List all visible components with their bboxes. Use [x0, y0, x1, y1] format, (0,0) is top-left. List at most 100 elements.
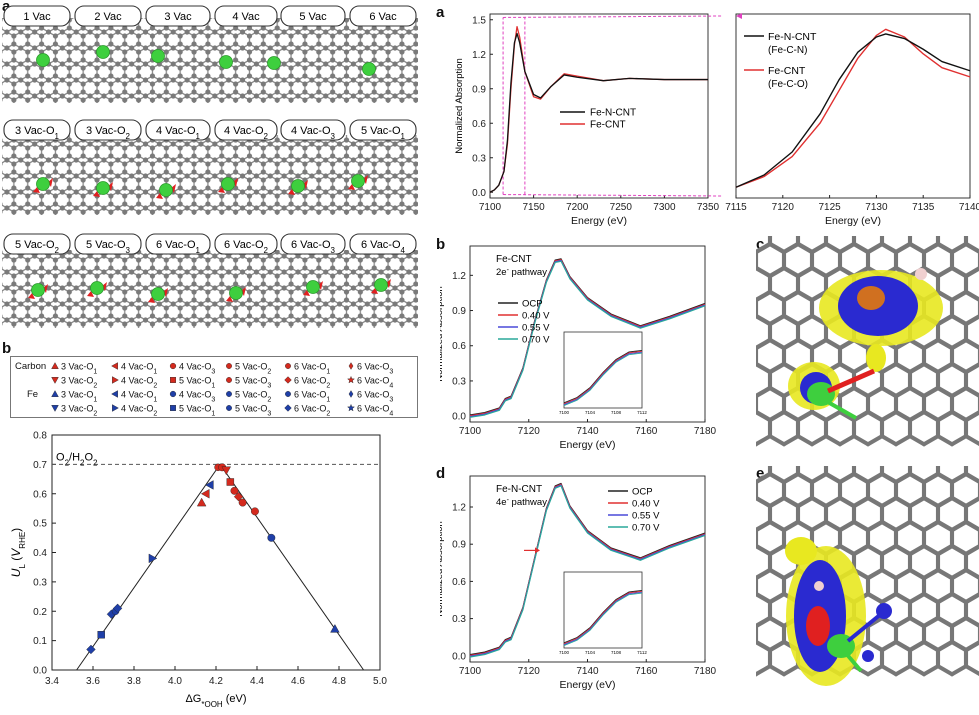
- marker: [51, 405, 59, 412]
- marker: [221, 466, 231, 476]
- inset-series: [563, 590, 643, 645]
- fe-atom: [221, 177, 235, 191]
- x-tick-label: 7125: [818, 202, 841, 213]
- marker: [169, 390, 177, 398]
- legend-entry: 6 Vac-O2: [294, 404, 330, 418]
- hydrogen-atom: [814, 581, 824, 591]
- zoom-connector: [503, 194, 722, 197]
- oxygen-atom: [318, 281, 323, 290]
- y-tick-label: 0.9: [452, 306, 466, 317]
- legend-label: Fe-N-CNT: [590, 108, 636, 119]
- legend-entry: 5 Vac-O3: [235, 404, 271, 418]
- oxygen-atom: [348, 184, 355, 190]
- charge-density-render-e: [756, 466, 979, 686]
- oxygen-atom: [48, 178, 53, 187]
- legend-entry: 3 Vac-O2: [61, 404, 97, 418]
- x-tick-label: 7100: [459, 666, 482, 677]
- x-tick-label: 4.6: [291, 676, 305, 687]
- legend-entry: 4 Vac-O2: [121, 404, 157, 418]
- structure-label: 3 Vac: [164, 11, 192, 23]
- fe-atom: [151, 49, 165, 63]
- structure-label-pill: [214, 5, 278, 27]
- charge-lobe: [785, 537, 817, 565]
- inset-series: [563, 351, 643, 406]
- y-tick-label: 0.6: [33, 489, 47, 500]
- structures-panel: 1 Vac 2 Vac 3 Vac 4 Vac 5 Vac 6 Vac 3 Vac-O1 3 …: [2, 5, 418, 328]
- oxygen-atom: [288, 189, 295, 195]
- structure-label: 6 Vac-O3: [291, 239, 336, 255]
- marker: [226, 405, 232, 411]
- y-tick-label: 0.2: [33, 607, 47, 618]
- marker: [347, 403, 355, 412]
- legend-label: OCP: [632, 487, 653, 498]
- fe-atom: [219, 55, 233, 69]
- x-axis-label: Energy (eV): [559, 679, 615, 691]
- structure-label-pill: [145, 5, 211, 27]
- x-axis-label: Energy (eV): [825, 215, 881, 227]
- oxygen-atom: [93, 191, 100, 197]
- xanes-zoom-series: [735, 33, 971, 188]
- chart-subtitle: 4e- pathway: [496, 497, 547, 509]
- oxygen-atom: [163, 288, 168, 297]
- oxygen-atom: [148, 297, 155, 303]
- legend-entry: 5 Vac-O2: [235, 390, 271, 404]
- structure-label: 4 Vac-O2: [224, 125, 269, 141]
- charge-lobe: [857, 286, 885, 310]
- inset-series: [563, 352, 643, 406]
- y-tick-label: 1.5: [472, 15, 486, 26]
- oxygen-atom: [108, 182, 113, 191]
- x-tick-label: 7300: [653, 202, 676, 213]
- x-tick-label: 7140: [959, 202, 979, 213]
- legend-label: Fe-CNT: [590, 120, 626, 131]
- shift-arrow-head-icon: [535, 547, 540, 554]
- oxygen-atom: [43, 284, 48, 293]
- y-tick-label: 0.0: [452, 412, 466, 423]
- structure-label: 6 Vac: [369, 11, 397, 23]
- y-axis-label: UL (VRHE): [9, 528, 27, 577]
- xanes-zoom-plot: 7115 7120 7125 7130 7135 7140 Energy (eV) Fe-N-…: [725, 13, 979, 227]
- marker: [230, 486, 239, 495]
- xanes-series: [489, 32, 708, 193]
- fe-atom: [36, 177, 50, 191]
- structure-label: 5 Vac: [299, 11, 327, 23]
- panel-label-right-d: d: [436, 465, 446, 482]
- x-tick-label: 4.0: [168, 676, 182, 687]
- structure-label: 3 Vac-O2: [86, 125, 131, 141]
- structure-label: 1 Vac: [23, 11, 51, 23]
- marker: [200, 489, 210, 499]
- fe-atom: [159, 183, 173, 197]
- x-tick-label: 7150: [522, 202, 545, 213]
- inset-tick-label: 7104: [585, 650, 596, 655]
- marker: [226, 377, 232, 383]
- operando-series: [469, 485, 706, 658]
- marker: [285, 391, 291, 397]
- x-tick-label: 7130: [865, 202, 888, 213]
- legend-fe-label: Fe: [27, 389, 39, 400]
- graphene-sheet-2: [2, 135, 418, 215]
- oxygen-atom: [102, 282, 107, 291]
- structure-label: 4 Vac-O3: [291, 125, 336, 141]
- y-tick-label: 0.6: [452, 341, 466, 352]
- legend-label: 0.55 V: [632, 511, 660, 522]
- marker: [97, 631, 105, 639]
- legend-entry: 4 Vac-O1: [121, 390, 157, 404]
- charge-lobe: [866, 344, 886, 372]
- panel-label-right-b: b: [436, 236, 446, 253]
- x-tick-label: 7180: [694, 426, 717, 437]
- marker: [111, 362, 118, 370]
- y-tick-label: 0.0: [452, 651, 466, 662]
- inset-frame: [563, 571, 643, 649]
- legend-entry: 6 Vac-O4: [357, 404, 393, 418]
- panel-label-right-c: c: [756, 236, 765, 253]
- panel-label-right-e: e: [756, 465, 765, 482]
- marker: [111, 390, 118, 398]
- inset-tick-label: 7100: [559, 410, 570, 415]
- marker: [169, 362, 177, 370]
- marker: [330, 624, 340, 633]
- y-axis-label: Normalized Absorption: [440, 521, 445, 617]
- y-tick-label: 0.3: [452, 376, 466, 387]
- zoom-connector: [503, 15, 722, 18]
- fe-atom: [96, 181, 110, 195]
- inset-frame: [563, 331, 643, 409]
- fe-atom: [31, 283, 45, 297]
